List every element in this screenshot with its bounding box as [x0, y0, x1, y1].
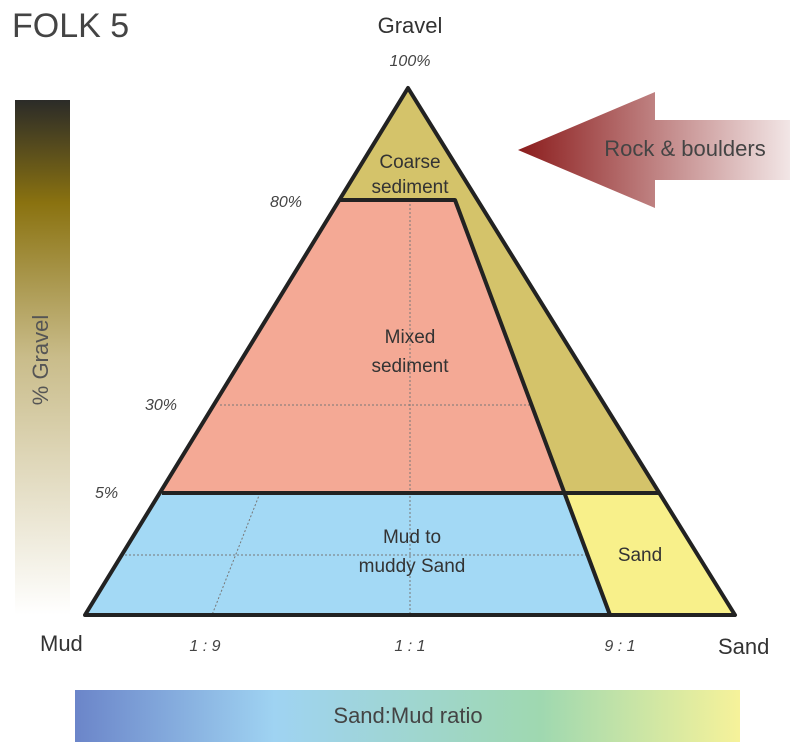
arrow — [518, 92, 790, 208]
ratio-label: 1 : 1 — [394, 638, 425, 655]
region-label: Mixed — [385, 327, 436, 348]
level-label: 30% — [145, 397, 177, 414]
region-label: Coarse — [379, 152, 440, 173]
region-label: muddy Sand — [359, 556, 466, 577]
gravel-gradient — [15, 100, 70, 615]
boundaries — [83, 86, 737, 617]
ratio-gradient — [75, 690, 740, 742]
sand-region — [563, 493, 735, 615]
mud-region — [85, 493, 610, 615]
vertex-right: Sand — [718, 634, 769, 659]
title: FOLK 5 — [12, 7, 129, 45]
bottom-axis-label: Sand:Mud ratio — [333, 703, 482, 728]
apex-percent: 100% — [390, 53, 431, 70]
region-label: sediment — [371, 177, 449, 198]
region-label: sediment — [371, 356, 449, 377]
arrow-label: Rock & boulders — [604, 136, 765, 161]
grid — [125, 200, 587, 616]
level-label: 5% — [95, 485, 118, 502]
mixed-region — [162, 200, 563, 493]
region-label: Mud to — [383, 527, 441, 548]
level-label: 80% — [270, 194, 302, 211]
ratio-label: 1 : 9 — [189, 638, 220, 655]
vertex-top: Gravel — [378, 13, 443, 38]
vertex-left: Mud — [40, 631, 83, 656]
region-label: Sand — [618, 545, 662, 566]
left-axis-label: % Gravel — [28, 315, 53, 405]
ratio-label: 9 : 1 — [604, 638, 635, 655]
